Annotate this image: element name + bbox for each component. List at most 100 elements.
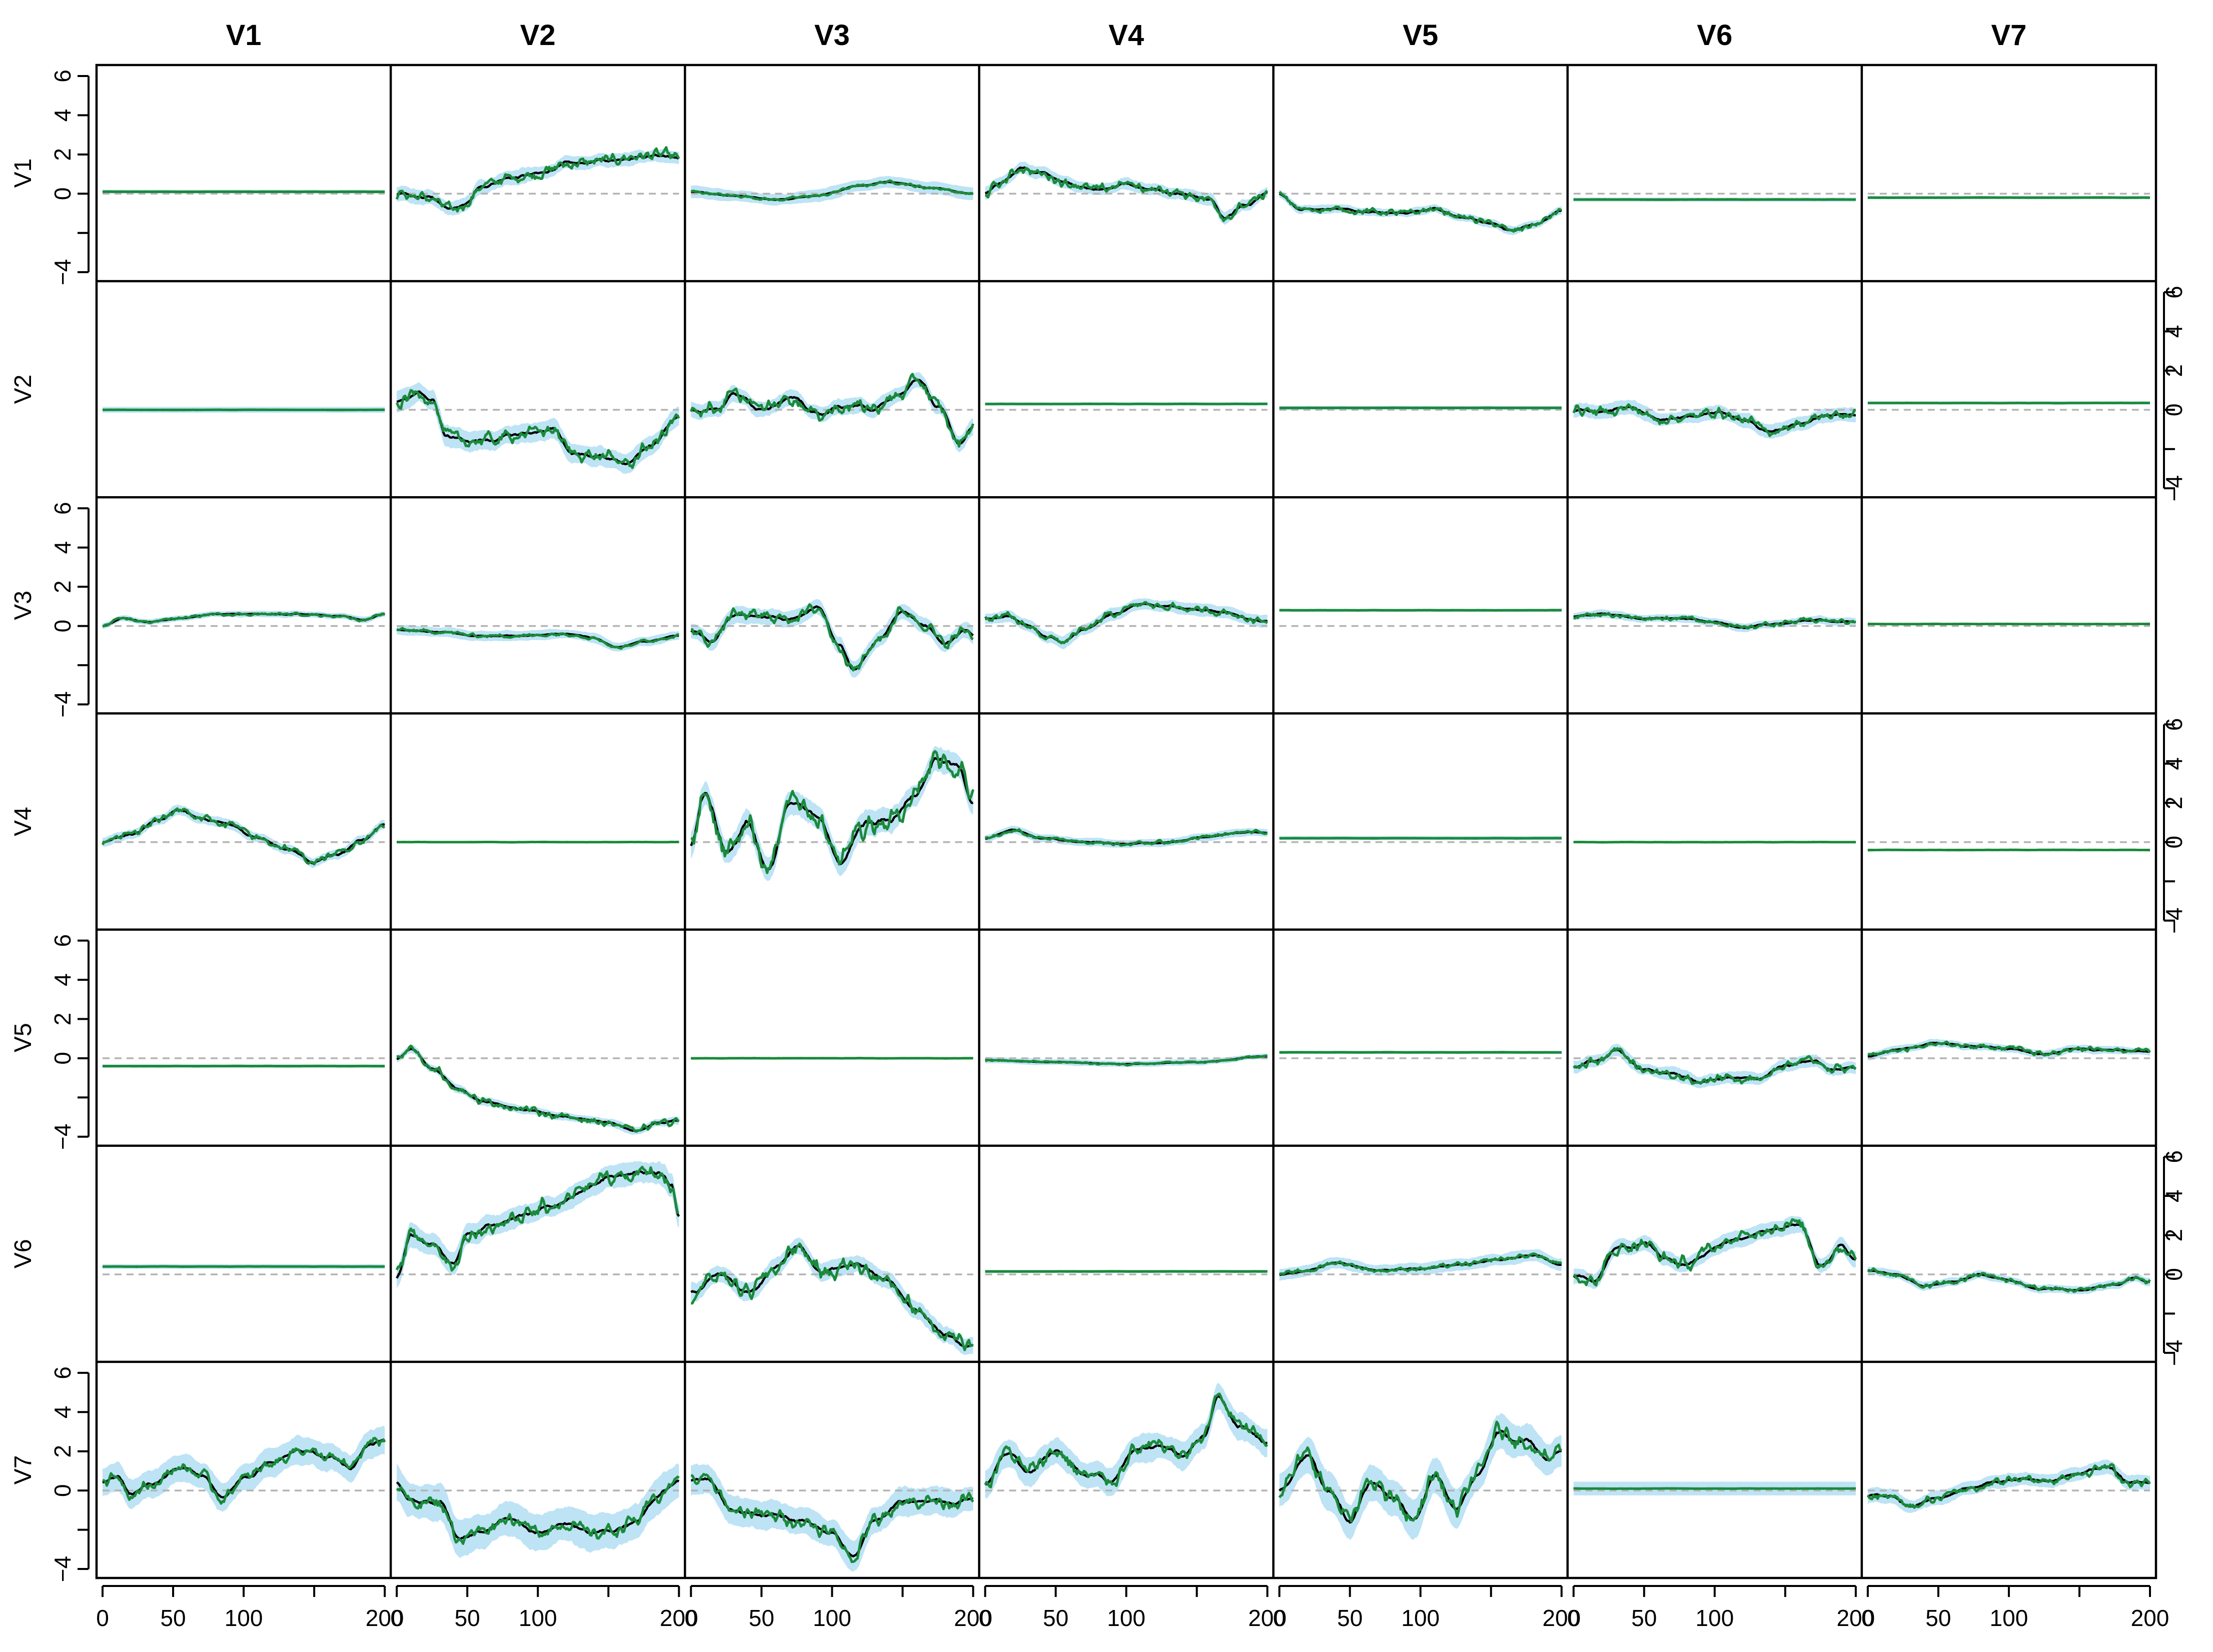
truth-line-V1-V2 [395, 146, 680, 213]
y-tick-label: −4 [2161, 475, 2187, 501]
x-tick-label: 50 [1631, 1605, 1657, 1631]
y-tick-label: 4 [50, 541, 76, 554]
x-tick-label: 200 [2131, 1605, 2169, 1631]
row-label-V2: V2 [10, 375, 37, 404]
row-label-V1: V1 [10, 159, 37, 188]
truth-line-V5-V2 [396, 1044, 680, 1133]
y-tick-label: 2 [2161, 796, 2187, 809]
y-tick-label: 0 [50, 1052, 76, 1065]
truth-line-V3-V1 [102, 611, 386, 628]
x-tick-label: 100 [1401, 1605, 1440, 1631]
y-tick-label: 2 [50, 1013, 76, 1026]
y-tick-label: −4 [2161, 1340, 2187, 1366]
y-tick-label: 2 [2161, 1229, 2187, 1242]
band-V6-V3 [691, 1237, 973, 1355]
truth-line-V6-V6 [1573, 1218, 1857, 1287]
x-tick-label: 0 [1861, 1605, 1874, 1631]
truth-line-V2-V7 [1867, 402, 2150, 405]
x-tick-label: 200 [1542, 1605, 1581, 1631]
y-tick-label: −4 [50, 1123, 76, 1149]
truth-line-V2-V3 [689, 373, 974, 448]
truth-line-V7-V5 [1278, 1420, 1563, 1523]
column-header-V3: V3 [814, 19, 850, 52]
truth-line-V3-V6 [1573, 612, 1856, 630]
y-tick-label: 6 [50, 70, 76, 83]
x-tick-label: 50 [160, 1605, 186, 1631]
x-tick-label: 100 [1990, 1605, 2028, 1631]
y-tick-label: 4 [50, 973, 76, 986]
y-tick-label: 6 [50, 1366, 76, 1379]
y-tick-label: 6 [2161, 1150, 2187, 1163]
panel-frames [95, 64, 2157, 1579]
column-header-V5: V5 [1403, 19, 1438, 52]
y-tick-label: 6 [2161, 286, 2187, 299]
truth-line-V5-V4 [985, 1054, 1268, 1067]
truth-line-V2-V2 [395, 389, 680, 469]
y-tick-label: 0 [50, 620, 76, 633]
truth-line-V7-V3 [690, 1472, 974, 1563]
column-header-V6: V6 [1697, 19, 1732, 52]
truth-line-V5-V5 [1279, 1051, 1562, 1054]
row-label-V6: V6 [10, 1239, 37, 1268]
truth-line-V3-V2 [396, 627, 679, 650]
truth-line-V7-V6 [1573, 1487, 1856, 1490]
row-label-V7: V7 [10, 1455, 37, 1485]
y-tick-label: 4 [50, 1405, 76, 1418]
outer-frame [95, 64, 2157, 1579]
y-tick-label: 0 [2161, 404, 2187, 417]
truth-line-V6-V2 [395, 1165, 679, 1272]
y-tick-label: 0 [2161, 1268, 2187, 1281]
truth-line-V3-V4 [984, 601, 1268, 645]
truth-line-V7-V4 [984, 1392, 1269, 1488]
truth-line-V6-V3 [691, 1242, 974, 1351]
truth-line-V2-V6 [1572, 403, 1856, 437]
x-tick-label: 50 [1337, 1605, 1363, 1631]
y-tick-label: 2 [50, 1445, 76, 1458]
y-tick-label: 0 [2161, 836, 2187, 849]
y-tick-label: 4 [2161, 757, 2187, 770]
truth-line-V7-V7 [1866, 1463, 2151, 1509]
y-tick-label: 4 [2161, 1189, 2187, 1202]
row-label-V3: V3 [10, 591, 37, 620]
truth-line-V6-V4 [985, 1270, 1268, 1273]
x-tick-label: 0 [96, 1605, 109, 1631]
y-tick-label: 4 [50, 109, 76, 122]
estimate-line-V2-V2 [396, 390, 679, 466]
y-tick-label: −4 [2161, 907, 2187, 933]
truth-line-V5-V7 [1867, 1040, 2151, 1057]
column-header-V4: V4 [1109, 19, 1144, 52]
band-V1-V4 [985, 161, 1268, 225]
y-tick-label: 4 [2161, 325, 2187, 338]
column-header-V7: V7 [1991, 19, 2026, 52]
x-tick-label: 100 [225, 1605, 263, 1631]
column-header-V2: V2 [520, 19, 556, 52]
band-V7-V3 [691, 1463, 973, 1572]
x-tick-label: 0 [1567, 1605, 1580, 1631]
y-tick-label: 2 [50, 148, 76, 161]
truth-line-V1-V3 [691, 179, 974, 202]
x-tick-label: 200 [1836, 1605, 1875, 1631]
estimate-line-V4-V1 [102, 808, 385, 865]
x-tick-label: 0 [1273, 1605, 1286, 1631]
x-tick-label: 100 [1107, 1605, 1146, 1631]
truth-line-V6-V7 [1867, 1267, 2151, 1293]
truth-line-V4-V6 [1573, 841, 1856, 844]
truth-line-V3-V3 [691, 603, 974, 672]
series-lines [101, 146, 2151, 1563]
truth-line-V5-V6 [1572, 1047, 1857, 1085]
y-tick-label: −4 [50, 259, 76, 285]
truth-line-V4-V1 [101, 807, 386, 866]
x-tick-label: 200 [660, 1605, 698, 1631]
truth-line-V4-V3 [690, 750, 974, 874]
truth-line-V6-V5 [1279, 1252, 1562, 1275]
y-tick-label: −4 [50, 1556, 76, 1582]
x-tick-label: 0 [684, 1605, 697, 1631]
y-tick-label: −4 [50, 691, 76, 717]
truth-line-V4-V4 [984, 828, 1268, 847]
x-tick-label: 0 [390, 1605, 403, 1631]
band-V7-V1 [103, 1425, 385, 1512]
y-tick-label: 0 [50, 187, 76, 200]
x-tick-label: 200 [1248, 1605, 1287, 1631]
